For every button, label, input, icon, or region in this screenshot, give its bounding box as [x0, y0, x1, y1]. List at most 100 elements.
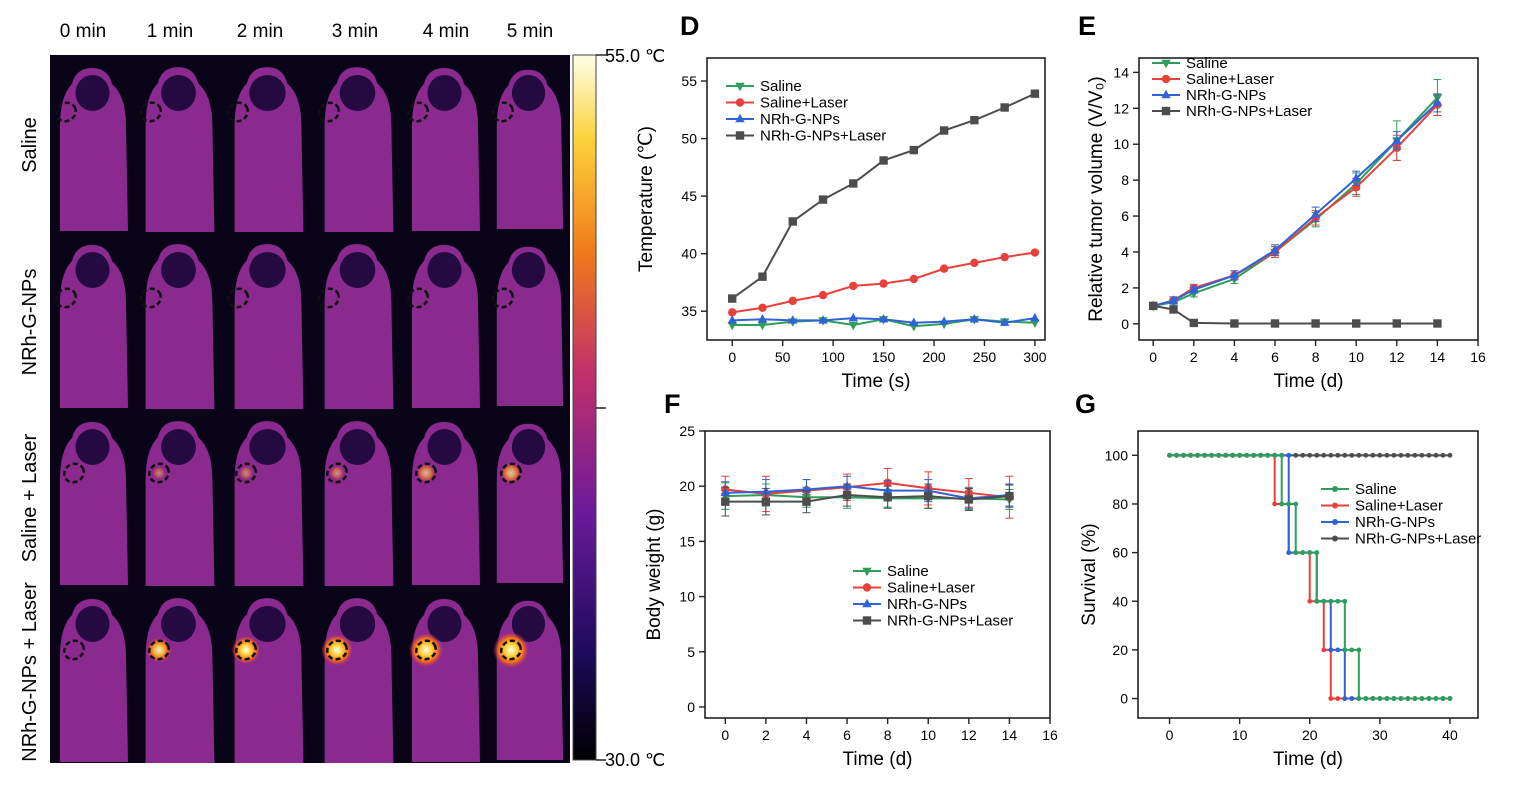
data-point [1349, 452, 1355, 458]
x-tick-label: 250 [973, 349, 997, 365]
data-point [1352, 319, 1361, 328]
y-tick-label: 14 [1113, 64, 1129, 80]
data-point [1328, 696, 1334, 701]
legend: SalineSaline+LaserNRh-G-NPsNRh-G-NPs+Las… [1152, 55, 1312, 120]
data-point [1293, 550, 1299, 556]
data-point [757, 314, 768, 323]
data-point [1300, 550, 1306, 556]
data-point [1030, 312, 1040, 322]
data-point [1286, 550, 1292, 556]
y-tick-label: 80 [1112, 496, 1128, 512]
series-nrh-g-nps [1148, 93, 1443, 310]
data-point [1328, 452, 1334, 458]
data-point [1000, 103, 1009, 112]
legend-label: Saline [1186, 55, 1228, 72]
legend-marker [1332, 519, 1338, 525]
mouse-head-shadow [161, 606, 196, 642]
tumor-hotspot [321, 634, 353, 666]
time-label-3: 3 min [332, 21, 378, 42]
data-point [1335, 452, 1341, 458]
tumor-region-marker [406, 287, 430, 309]
data-point [788, 296, 797, 306]
mouse-head-shadow [75, 75, 110, 111]
x-tick-label: 20 [1302, 727, 1318, 743]
y-axis-label: Survival (%) [1079, 523, 1100, 625]
y-tick-label: 0 [1121, 316, 1129, 332]
x-tick-label: 16 [1042, 727, 1058, 743]
data-point [1258, 452, 1264, 458]
data-point [757, 321, 768, 331]
data-point [1398, 452, 1404, 458]
series-nrh-g-nps-laser [721, 483, 1014, 517]
row-label-saline: Saline [19, 117, 41, 173]
thermal-cell-r2-c0 [50, 409, 135, 586]
legend-label: NRh-G-NPs+Laser [1355, 531, 1481, 548]
tumor-region-marker [414, 462, 438, 484]
tumor-region-marker [62, 462, 86, 484]
tumor-region-marker [414, 639, 438, 661]
data-point [1342, 696, 1348, 701]
data-point [848, 321, 858, 331]
legend-marker [1161, 89, 1171, 99]
data-point [1237, 452, 1243, 458]
data-point [1300, 452, 1306, 458]
legend: SalineSaline+LaserNRh-G-NPsNRh-G-NPs+Las… [853, 563, 1013, 630]
legend-label: NRh-G-NPs [760, 111, 840, 128]
tumor-region-marker [406, 101, 430, 123]
data-point [1370, 696, 1376, 701]
mouse-head-shadow [249, 606, 286, 642]
y-tick-label: 0 [687, 699, 695, 715]
tumor-region-marker [147, 639, 171, 661]
legend-label: NRh-G-NPs [1186, 87, 1266, 104]
chart-panel-d: D 0 50 100 150 200 250 300 35 40 45 50 55 Time (s) Tem… [636, 11, 1047, 392]
x-tick-label: 0 [1149, 349, 1157, 365]
data-point [818, 195, 828, 204]
thermal-cell-r0-c1 [135, 55, 222, 232]
legend-marker [1332, 535, 1338, 542]
data-point [1349, 647, 1355, 653]
data-point [939, 264, 949, 273]
series-nrh-g-nps [727, 312, 1040, 326]
thermal-cell-r3-c1 [135, 586, 222, 763]
legend-label: Saline+Laser [1355, 498, 1443, 515]
data-point [1405, 452, 1411, 458]
data-point [1230, 319, 1239, 328]
x-tick-label: 40 [1442, 727, 1458, 743]
data-point [849, 281, 858, 291]
chart-panel-f: F 0 2 4 6 8 10 12 14 16 0 5 10 15 20 25 Time (d) Body wei… [644, 389, 1058, 770]
data-point [1398, 696, 1404, 701]
data-point [879, 279, 888, 288]
mouse-head-shadow [511, 252, 546, 288]
data-point [970, 258, 979, 268]
data-point [758, 303, 767, 312]
mouse-head-shadow [427, 606, 462, 642]
data-point [964, 495, 974, 504]
legend-marker [862, 616, 872, 625]
data-point [1356, 452, 1362, 458]
mouse-head-shadow [511, 75, 546, 111]
data-point [1189, 284, 1199, 293]
mouse-head-shadow [161, 429, 196, 465]
thermal-cell-r2-c4 [402, 409, 487, 586]
y-axis-label: Body weight (g) [644, 508, 665, 640]
data-point [1223, 452, 1229, 458]
data-point [1030, 248, 1040, 257]
y-tick-label: 12 [1113, 100, 1129, 116]
data-point [909, 317, 919, 326]
colorbar-min-label: 30.0 ℃ [605, 750, 665, 770]
x-tick-label: 100 [821, 349, 845, 365]
x-tick-label: 6 [843, 727, 851, 743]
data-point [788, 217, 797, 226]
data-point [1030, 89, 1040, 98]
y-tick-label: 4 [1121, 244, 1129, 260]
data-point [1189, 318, 1199, 328]
plot-frame [706, 57, 1046, 341]
data-point [1377, 696, 1383, 701]
data-point [1181, 452, 1186, 458]
data-point [1270, 319, 1280, 328]
legend-label: NRh-G-NPs [887, 596, 967, 613]
data-point [1356, 696, 1362, 701]
data-point [1149, 301, 1158, 311]
x-tick-label: 2 [762, 727, 770, 743]
data-point [728, 294, 737, 303]
